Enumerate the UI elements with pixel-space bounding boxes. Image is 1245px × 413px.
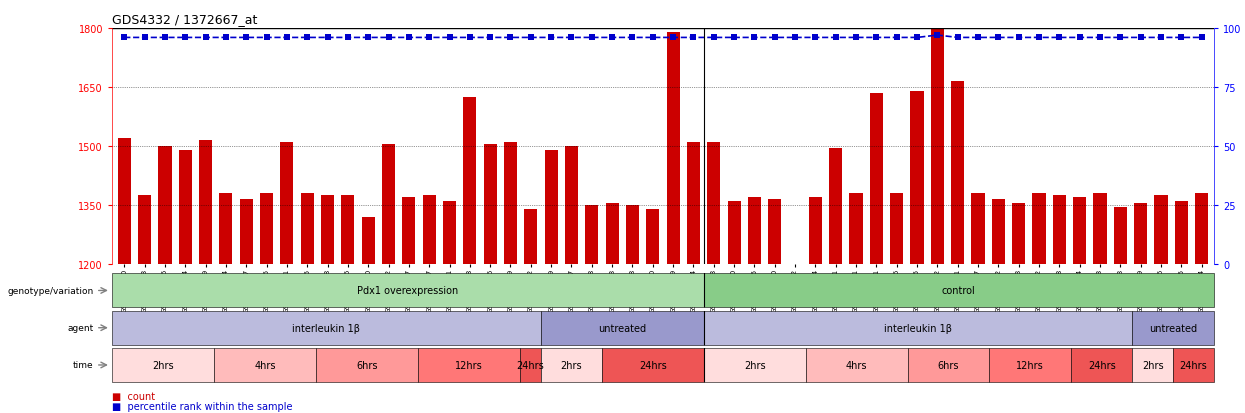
Bar [138,196,151,264]
Bar [601,348,703,382]
Bar [703,311,1132,345]
Text: ■  percentile rank within the sample: ■ percentile rank within the sample [112,401,293,411]
Bar [626,205,639,264]
Bar [524,209,538,264]
Bar [1132,311,1214,345]
Bar [703,274,1214,308]
Bar [829,149,843,264]
Text: 24hrs: 24hrs [1088,360,1116,370]
Bar [504,142,517,264]
Bar [605,204,619,264]
Bar [748,197,761,264]
Text: interleukin 1β: interleukin 1β [884,323,952,333]
Text: interleukin 1β: interleukin 1β [293,323,360,333]
Bar [1073,197,1087,264]
Bar [1134,204,1148,264]
Bar [112,348,214,382]
Bar [870,94,883,264]
Bar [971,194,985,264]
Bar [418,348,520,382]
Bar [520,348,540,382]
Bar [1114,207,1127,264]
Text: GDS4332 / 1372667_at: GDS4332 / 1372667_at [112,13,258,26]
Bar [727,202,741,264]
Text: time: time [72,361,93,370]
Bar [1132,348,1173,382]
Bar [540,348,601,382]
Bar [260,194,273,264]
Bar [422,196,436,264]
Bar [540,311,703,345]
Text: untreated: untreated [1149,323,1198,333]
Bar [565,147,578,264]
Bar [1093,194,1107,264]
Bar [341,196,355,264]
Text: 6hrs: 6hrs [937,360,960,370]
Bar [931,25,944,264]
Text: 24hrs: 24hrs [639,360,666,370]
Bar [1012,204,1026,264]
Bar [809,197,822,264]
Text: 2hrs: 2hrs [745,360,766,370]
Text: 24hrs: 24hrs [1179,360,1208,370]
Bar [402,197,416,264]
Text: 24hrs: 24hrs [517,360,544,370]
Bar [483,145,497,264]
Bar [1175,202,1188,264]
Bar [382,145,395,264]
Bar [910,92,924,264]
Text: Pdx1 overexpression: Pdx1 overexpression [357,286,458,296]
Bar [806,348,908,382]
Text: 2hrs: 2hrs [152,360,174,370]
Bar [703,348,806,382]
Bar [280,142,294,264]
Bar [908,348,990,382]
Bar [112,311,540,345]
Bar [1154,196,1168,264]
Bar [544,150,558,264]
Text: untreated: untreated [598,323,646,333]
Bar [666,33,680,264]
Bar [707,142,721,264]
Bar [443,202,456,264]
Text: ■  count: ■ count [112,391,156,401]
Bar [158,147,172,264]
Bar [463,97,477,264]
Bar [214,348,316,382]
Bar [990,348,1071,382]
Text: genotype/variation: genotype/variation [7,286,93,295]
Bar [361,217,375,264]
Bar [1173,348,1214,382]
Bar [1071,348,1132,382]
Bar [585,205,599,264]
Text: 2hrs: 2hrs [560,360,581,370]
Bar [951,82,965,264]
Bar [112,274,703,308]
Text: control: control [942,286,976,296]
Bar [219,194,233,264]
Text: 12hrs: 12hrs [456,360,483,370]
Bar [646,209,660,264]
Bar [1195,194,1209,264]
Bar [849,194,863,264]
Text: 4hrs: 4hrs [254,360,276,370]
Bar [687,142,700,264]
Bar [300,194,314,264]
Bar [890,194,904,264]
Text: 4hrs: 4hrs [847,360,868,370]
Bar [117,139,131,264]
Bar [768,199,782,264]
Bar [199,141,212,264]
Text: agent: agent [67,323,93,332]
Bar [239,199,253,264]
Text: 6hrs: 6hrs [356,360,377,370]
Bar [992,199,1005,264]
Bar [316,348,418,382]
Bar [321,196,334,264]
Text: 12hrs: 12hrs [1016,360,1045,370]
Bar [1053,196,1066,264]
Bar [178,150,192,264]
Text: 2hrs: 2hrs [1142,360,1164,370]
Bar [1032,194,1046,264]
